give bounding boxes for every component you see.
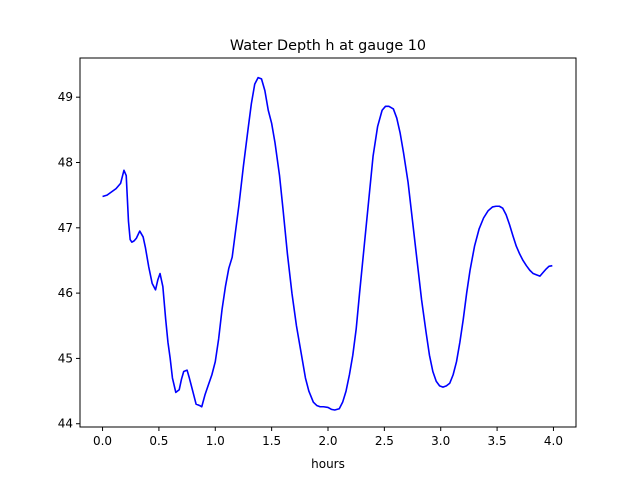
x-axis-label: hours bbox=[311, 457, 345, 471]
y-tick-label: 45 bbox=[58, 351, 73, 365]
y-tick-label: 44 bbox=[58, 417, 73, 431]
x-tick-label: 4.0 bbox=[544, 434, 563, 448]
x-tick-label: 1.5 bbox=[262, 434, 281, 448]
x-axis: 0.0 0.5 1.0 1.5 2.0 2.5 3.0 3.5 4.0 bbox=[93, 427, 563, 448]
y-tick-label: 46 bbox=[58, 286, 73, 300]
chart-title: Water Depth h at gauge 10 bbox=[230, 38, 426, 54]
y-axis: 44 45 46 47 48 49 bbox=[58, 90, 80, 431]
series-line-water-depth bbox=[102, 76, 553, 411]
x-tick-label: 0.0 bbox=[93, 434, 112, 448]
y-tick-label: 47 bbox=[58, 221, 73, 235]
x-tick-label: 3.0 bbox=[431, 434, 450, 448]
x-tick-label: 0.5 bbox=[149, 434, 168, 448]
x-tick-label: 1.0 bbox=[206, 434, 225, 448]
y-tick-label: 49 bbox=[58, 90, 73, 104]
x-tick-label: 2.0 bbox=[318, 434, 337, 448]
x-tick-label: 3.5 bbox=[488, 434, 507, 448]
x-tick-label: 2.5 bbox=[375, 434, 394, 448]
y-tick-label: 48 bbox=[58, 155, 73, 169]
